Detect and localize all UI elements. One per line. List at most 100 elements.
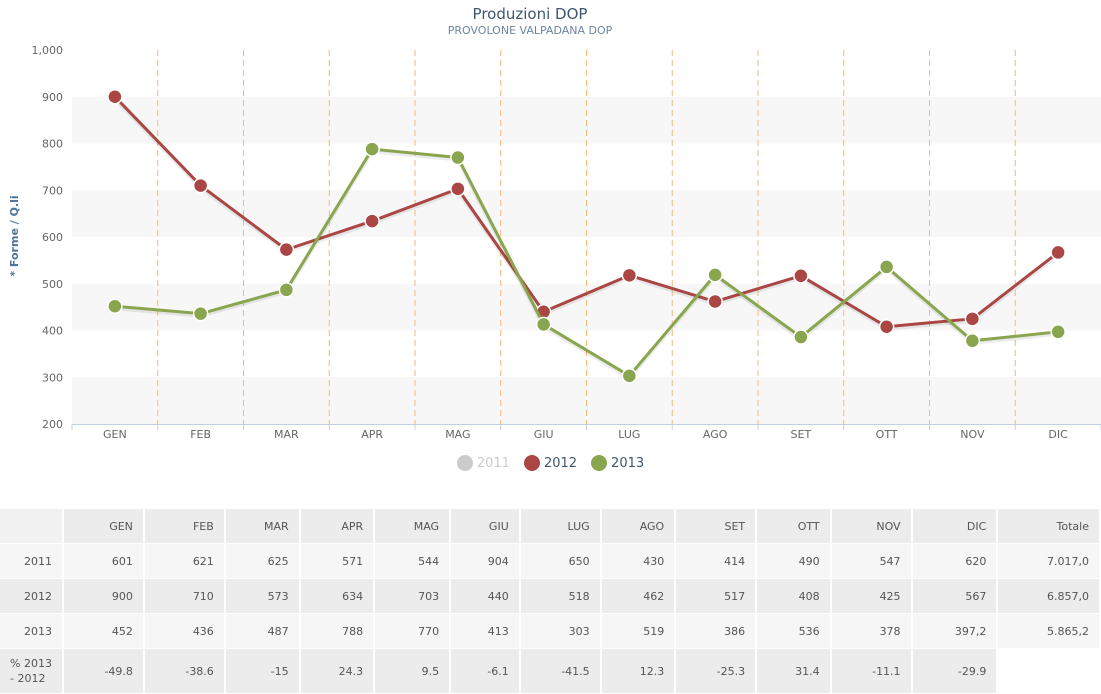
x-tick-label: SET [791, 428, 812, 441]
table-cell: 24.3 [300, 649, 376, 694]
x-tick-label: LUG [618, 428, 640, 441]
table-header-cell: MAG [375, 509, 452, 544]
data-point[interactable] [192, 305, 209, 322]
data-point[interactable] [364, 141, 380, 157]
legend-marker [523, 455, 540, 471]
table-cell: -6.1 [451, 649, 521, 694]
table-cell: 904 [451, 544, 521, 579]
table-cell: 425 [831, 579, 913, 614]
table-cell: 900 [64, 579, 145, 614]
data-point[interactable] [964, 333, 981, 349]
data-point[interactable] [1050, 324, 1066, 340]
table-header-cell: SET [676, 509, 758, 544]
legend-item-2013[interactable]: 2013 [591, 455, 644, 471]
table-cell: -25.3 [676, 649, 758, 694]
y-tick-label: 400 [42, 325, 63, 338]
legend-marker [591, 455, 608, 471]
y-tick-label: 1,000 [32, 44, 64, 57]
x-tick-label: APR [361, 428, 383, 441]
table-row: 2012 900 710 573 634 703 440 518 462 517 408 425 567… [0, 579, 1101, 614]
table-row-label: % 2013 - 2012 [0, 649, 64, 694]
data-point[interactable] [107, 298, 123, 314]
data-point[interactable] [707, 267, 723, 283]
series-line [113, 95, 1060, 329]
y-axis-ticks: 200 300 400 500 600 700 800 900 1,000 [32, 44, 64, 431]
table-cell: -49.8 [64, 649, 145, 694]
data-point[interactable] [793, 329, 809, 345]
data-point[interactable] [964, 311, 981, 327]
data-point[interactable] [621, 368, 638, 384]
category-separators [157, 50, 1016, 424]
table-header-cell: OTT [757, 509, 832, 544]
table-row-percent-change: % 2013 - 2012 -49.8 -38.6 -15 24.3 9.5 -6.1 -41… [0, 649, 1101, 694]
data-point[interactable] [793, 268, 809, 284]
table-row-label: 2011 [0, 544, 64, 579]
data-point[interactable] [278, 241, 295, 258]
chart-title: Produzioni DOP [473, 5, 588, 23]
table-header-cell: NOV [831, 509, 913, 544]
table-cell: 601 [64, 544, 145, 579]
table-cell: 414 [676, 544, 758, 579]
legend-item-2012[interactable]: 2012 [523, 455, 578, 471]
data-point[interactable] [364, 213, 380, 229]
x-tick-label: GEN [103, 428, 127, 441]
x-tick-label: GIU [534, 428, 554, 441]
data-point[interactable] [450, 149, 466, 166]
table-cell: 634 [300, 579, 376, 614]
table-header-row: GEN FEB MAR APR MAG GIU LUG AGO SET OTT NOV DIC Tota… [0, 509, 1101, 544]
table-cell: 487 [225, 614, 301, 649]
table-cell: 788 [300, 614, 376, 649]
table-cell: 436 [144, 614, 226, 649]
data-point[interactable] [192, 177, 209, 194]
table-cell: 770 [375, 614, 452, 649]
series-shadow [114, 148, 1059, 381]
table-header-cell: APR [300, 509, 376, 544]
table-header-cell: Totale [998, 509, 1101, 544]
table-cell: 573 [225, 579, 301, 614]
data-point[interactable] [107, 89, 123, 105]
x-tick-label: AGO [703, 428, 728, 441]
table-row: 2013 452 436 487 788 770 413 303 519 386 536 378 397… [0, 614, 1101, 649]
data-point[interactable] [707, 293, 723, 310]
table-header-cell: MAR [225, 509, 301, 544]
data-point[interactable] [878, 319, 895, 335]
table-header-cell: AGO [601, 509, 677, 544]
table-cell: 490 [757, 544, 832, 579]
data-point[interactable] [1050, 244, 1066, 261]
y-tick-label: 500 [42, 278, 63, 291]
x-tick-label: FEB [190, 428, 211, 441]
data-point[interactable] [535, 316, 552, 333]
series-group [107, 89, 1066, 384]
legend-label: 2011 [476, 455, 510, 471]
table-cell: 7.017,0 [998, 544, 1101, 579]
table-row-label: 2013 [0, 614, 64, 649]
table-cell: 547 [831, 544, 913, 579]
table-empty-cell [998, 649, 1101, 694]
table-row: 2011 601 621 625 571 544 904 650 430 414 490 547 620… [0, 544, 1101, 579]
legend-label: 2012 [543, 455, 578, 471]
table-cell: 710 [144, 579, 226, 614]
table-row-label: 2012 [0, 579, 64, 614]
y-tick-label: 600 [42, 231, 63, 244]
legend-marker [456, 455, 473, 471]
table-cell: -41.5 [520, 649, 602, 694]
legend-item-2011[interactable]: 2011 [456, 455, 510, 471]
x-axis-ticks: GEN FEB MAR APR MAG GIU LUG AGO SET OTT NOV DIC [71, 424, 1101, 441]
table-cell: 519 [601, 614, 677, 649]
data-point[interactable] [278, 282, 295, 298]
y-tick-label: 700 [42, 184, 63, 197]
chart-subtitle: PROVOLONE VALPADANA DOP [448, 24, 613, 37]
data-point[interactable] [450, 181, 466, 197]
line-chart: Produzioni DOP PROVOLONE VALPADANA DOP *… [8, 5, 1101, 441]
table-cell: 544 [375, 544, 452, 579]
data-point[interactable] [621, 267, 638, 284]
x-tick-label: NOV [960, 428, 985, 441]
table-cell: -15 [225, 649, 301, 694]
y-tick-label: 200 [42, 418, 63, 431]
x-tick-label: OTT [876, 428, 898, 441]
table-cell: 9.5 [375, 649, 452, 694]
data-point[interactable] [878, 259, 895, 275]
table-cell: 386 [676, 614, 758, 649]
x-tick-label: DIC [1048, 428, 1068, 441]
table-cell: 413 [451, 614, 521, 649]
